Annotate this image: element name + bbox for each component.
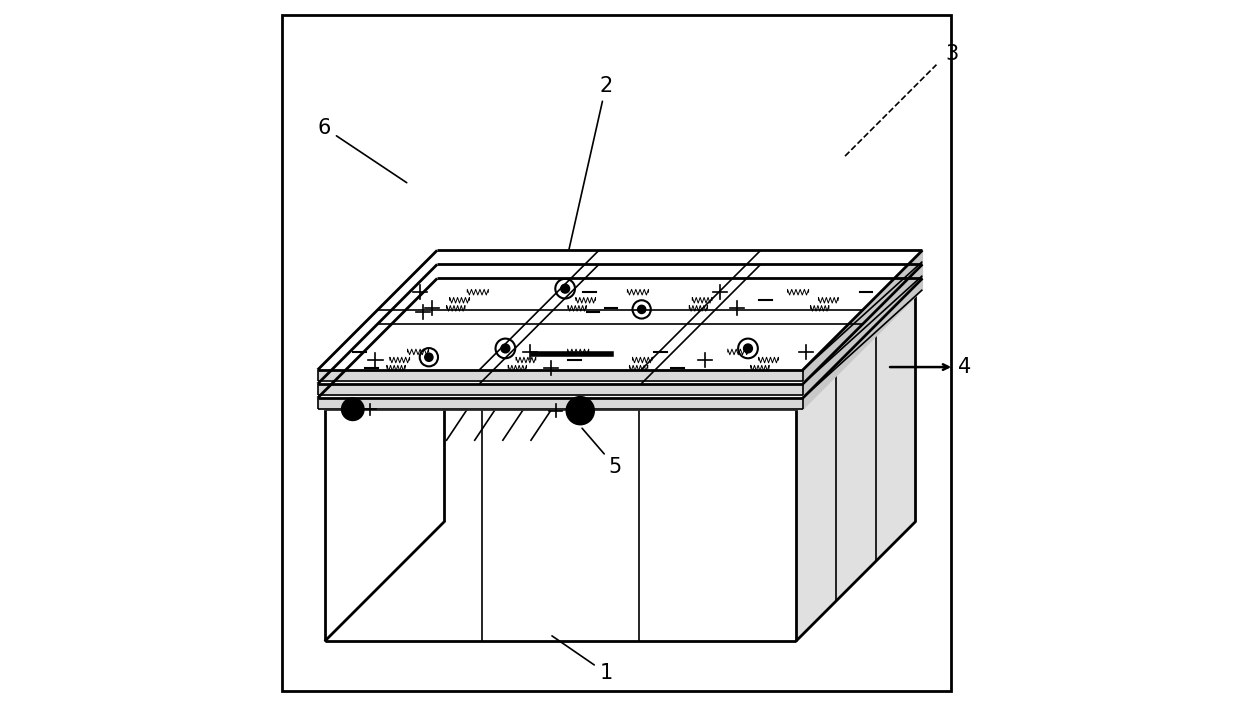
Polygon shape bbox=[317, 264, 923, 384]
Circle shape bbox=[567, 397, 594, 425]
Circle shape bbox=[560, 285, 569, 293]
Text: 5: 5 bbox=[582, 429, 622, 477]
Circle shape bbox=[744, 344, 753, 353]
Polygon shape bbox=[802, 251, 923, 381]
Text: 2: 2 bbox=[546, 76, 613, 351]
Text: 3: 3 bbox=[945, 44, 959, 64]
Polygon shape bbox=[317, 278, 923, 398]
Polygon shape bbox=[325, 289, 915, 409]
Text: 6: 6 bbox=[317, 118, 407, 183]
Polygon shape bbox=[802, 264, 923, 395]
Polygon shape bbox=[802, 278, 923, 409]
Text: 1: 1 bbox=[552, 636, 613, 683]
Circle shape bbox=[341, 398, 365, 421]
Polygon shape bbox=[325, 409, 796, 641]
Circle shape bbox=[425, 353, 433, 361]
Polygon shape bbox=[317, 251, 923, 370]
Circle shape bbox=[501, 344, 510, 353]
Polygon shape bbox=[317, 384, 802, 395]
Circle shape bbox=[637, 305, 646, 313]
Polygon shape bbox=[317, 398, 802, 409]
Text: 4: 4 bbox=[957, 357, 971, 377]
Polygon shape bbox=[796, 289, 915, 641]
Polygon shape bbox=[317, 370, 802, 381]
